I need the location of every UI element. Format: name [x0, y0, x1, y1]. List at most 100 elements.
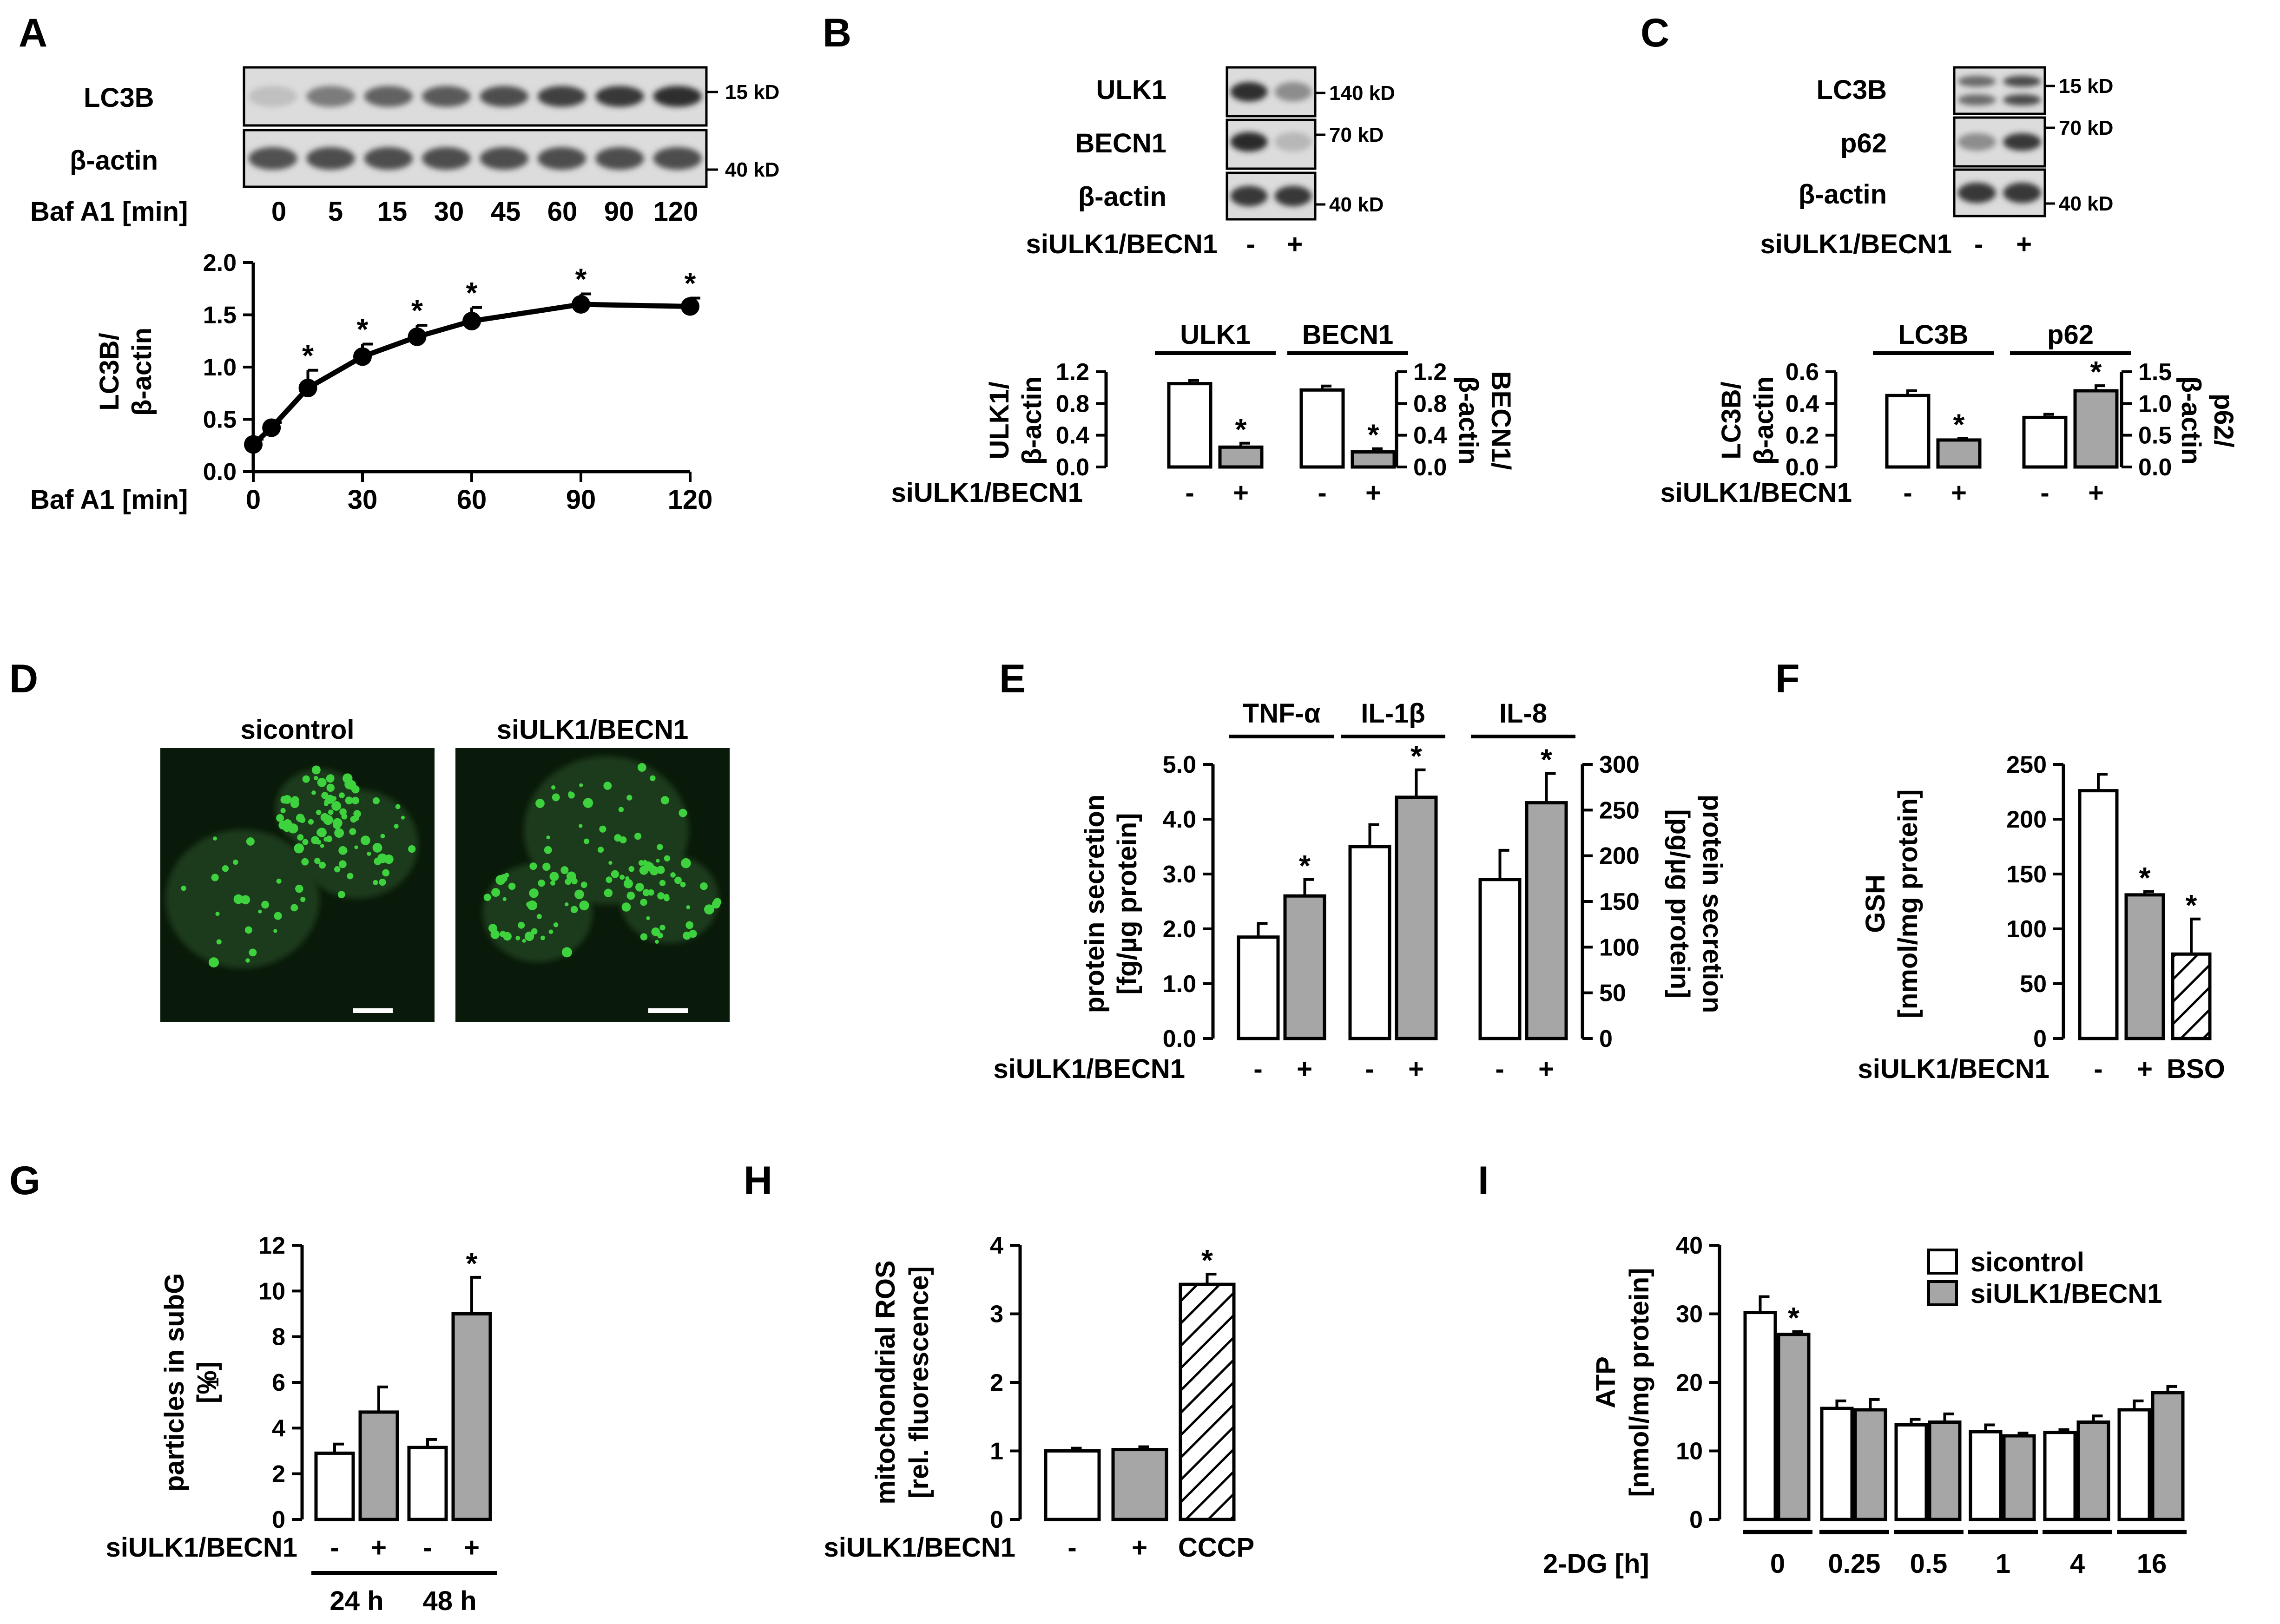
- x-category-label: -: [2040, 478, 2049, 508]
- panel-a: A LC3B β-actin 15 kD 40 kD Baf A1 [min] 0 5 15 30…: [19, 11, 779, 515]
- y-tick-label: 0.0: [1163, 1026, 1196, 1052]
- protein-band: [2003, 94, 2042, 105]
- x-category-label: -: [1253, 1054, 1262, 1084]
- autophagosome-puncta: [294, 843, 304, 854]
- x-category-label: -: [423, 1532, 432, 1563]
- bar: [1478, 878, 1522, 1040]
- autophagosome-puncta: [683, 931, 691, 940]
- bar: [1283, 894, 1326, 1040]
- autophagosome-puncta: [273, 929, 277, 933]
- autophagosome-puncta: [646, 916, 650, 920]
- autophagosome-puncta: [372, 842, 382, 853]
- significance-star: *: [1235, 413, 1247, 446]
- autophagosome-puncta: [659, 925, 666, 931]
- autophagosome-puncta: [704, 904, 714, 915]
- autophagosome-puncta: [302, 775, 310, 783]
- data-point: [408, 327, 427, 346]
- autophagosome-puncta: [308, 819, 314, 825]
- protein-band: [306, 86, 355, 107]
- autophagosome-puncta: [311, 837, 318, 844]
- x-tick-label: 30: [348, 485, 378, 515]
- autophagosome-puncta: [379, 879, 386, 886]
- x-category-label: -: [1068, 1532, 1076, 1563]
- autophagosome-puncta: [685, 921, 694, 929]
- bar: [1894, 1423, 1928, 1521]
- autophagosome-puncta: [664, 895, 670, 901]
- autophagosome-puncta: [544, 846, 552, 854]
- y-tick-label: 1.2: [1056, 359, 1089, 386]
- autophagosome-puncta: [326, 774, 335, 783]
- autophagosome-puncta: [278, 821, 288, 830]
- x-category-label: +: [371, 1532, 387, 1563]
- autophagosome-puncta: [233, 859, 238, 865]
- autophagosome-puncta: [342, 848, 348, 854]
- autophagosome-puncta: [258, 909, 262, 914]
- panel-label: C: [1641, 11, 1669, 55]
- condition-label: siULK1/BECN1: [1026, 229, 1218, 259]
- protein-band: [595, 86, 644, 107]
- y-tick-label: 150: [2006, 861, 2047, 888]
- autophagosome-puncta: [283, 795, 292, 804]
- x-category-label: +: [2088, 478, 2104, 508]
- autophagosome-puncta: [276, 814, 284, 822]
- bar: [407, 1446, 448, 1521]
- y-tick-label: 0: [990, 1506, 1003, 1533]
- autophagosome-puncta: [337, 891, 345, 899]
- data-point: [572, 295, 590, 314]
- significance-star: *: [1368, 418, 1379, 452]
- bar: [1853, 1408, 1887, 1521]
- y-axis-label: [fg/µg protein]: [1112, 813, 1142, 995]
- panel-label: D: [9, 657, 38, 701]
- lane-label: +: [1287, 229, 1303, 259]
- lane-label: -: [1246, 229, 1255, 259]
- protein-band: [480, 86, 528, 107]
- y-tick-label: 1.2: [1413, 359, 1447, 386]
- y-tick-label: 1: [990, 1438, 1003, 1465]
- x-category-label: BSO: [2167, 1054, 2225, 1084]
- autophagosome-puncta: [621, 902, 631, 912]
- autophagosome-puncta: [346, 777, 352, 783]
- panel-label: A: [19, 11, 47, 55]
- protein-band: [653, 86, 702, 107]
- bar: [1167, 382, 1212, 469]
- panel-label: H: [744, 1158, 772, 1203]
- panel-h: H 0 1 2 3 4 mitochondrial ROS [rel. fluorescenc…: [744, 1158, 1254, 1563]
- autophagosome-puncta: [638, 860, 645, 866]
- x-category-label: -: [1185, 478, 1194, 508]
- kd-marker: 70 kD: [2059, 117, 2113, 139]
- protein-band: [595, 147, 644, 170]
- y-axis-label: [pg/µg protein]: [1665, 809, 1695, 998]
- autophagosome-puncta: [211, 874, 219, 881]
- significance-star: *: [2186, 888, 2197, 922]
- autophagosome-puncta: [618, 807, 624, 812]
- x-category-label: +: [1233, 478, 1249, 508]
- protein-band: [480, 147, 528, 170]
- significance-star: *: [1299, 849, 1311, 882]
- autophagosome-puncta: [664, 855, 671, 862]
- autophagosome-puncta: [320, 813, 329, 822]
- autophagosome-puncta: [700, 882, 708, 890]
- autophagosome-puncta: [297, 834, 304, 841]
- autophagosome-puncta: [518, 921, 525, 929]
- autophagosome-puncta: [349, 828, 356, 835]
- bar: [1936, 438, 1982, 469]
- x-category-label: +: [1365, 478, 1381, 508]
- x-category-label: +: [464, 1532, 480, 1563]
- autophagosome-puncta: [181, 885, 186, 891]
- condition-label: siULK1/BECN1: [993, 1054, 1185, 1084]
- autophagosome-puncta: [334, 866, 341, 873]
- autophagosome-puncta: [542, 862, 551, 871]
- autophagosome-puncta: [552, 793, 560, 802]
- y-axis-label: LC3B/: [1716, 381, 1746, 460]
- autophagosome-puncta: [527, 900, 537, 910]
- bar: [1218, 445, 1264, 469]
- y-tick-label: 10: [258, 1278, 285, 1305]
- x-category-label: +: [1538, 1054, 1554, 1084]
- data-point: [681, 297, 699, 316]
- significance-star: *: [2139, 861, 2151, 894]
- autophagosome-puncta: [681, 858, 691, 868]
- x-tick-label: 90: [566, 485, 596, 515]
- autophagosome-puncta: [550, 880, 556, 886]
- y-tick-label: 0.4: [1786, 390, 1819, 417]
- lane-label: 45: [491, 197, 521, 227]
